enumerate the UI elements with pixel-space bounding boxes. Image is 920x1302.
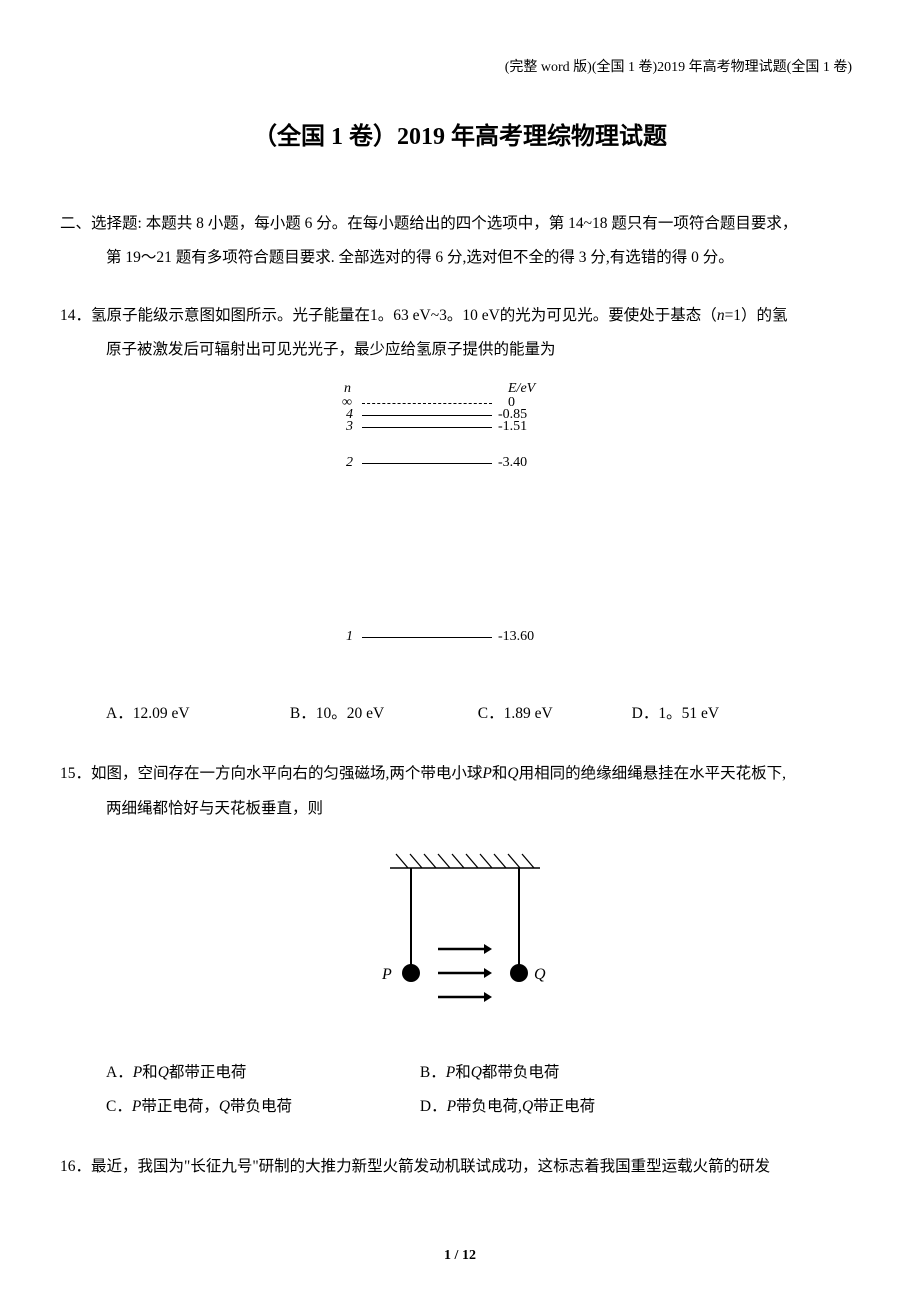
q15c-pre: C． [106, 1098, 132, 1115]
q15a-p: P [133, 1064, 142, 1081]
ball-q [510, 964, 528, 982]
q15d-p: P [447, 1098, 456, 1115]
q14-number: 14． [60, 307, 91, 324]
q15-diagram-wrap: P Q [60, 848, 860, 1028]
question-15: 15．如图，空间存在一方向水平向右的匀强磁场,两个带电小球P和Q用相同的绝缘细绳… [60, 757, 860, 825]
q14-opt-c: C．1.89 eV [478, 697, 628, 731]
page-footer: 1 / 12 [0, 1248, 920, 1264]
q15c-p: P [132, 1098, 141, 1115]
level-n-2: 2 [346, 455, 353, 471]
q15c-mid: 带正电荷， [141, 1098, 219, 1115]
q14-n-var: n [717, 307, 725, 324]
page-sep: / [451, 1248, 462, 1263]
q15-text3: 用相同的绝缘细绳悬挂在水平天花板下, [519, 765, 786, 782]
level-line-4 [362, 415, 492, 416]
q15d-post: 带正电荷 [533, 1098, 595, 1115]
energy-level-diagram: n E/eV ∞ 0 4 -0.85 3 -1.51 2 -3.40 1 -13… [350, 389, 570, 669]
q15b-mid: 和 [455, 1064, 471, 1081]
ball-p [402, 964, 420, 982]
q15d-pre: D． [420, 1098, 447, 1115]
level-n-3: 3 [346, 419, 353, 435]
field-arrow-1-icon [436, 942, 492, 956]
section-intro: 二、选择题: 本题共 8 小题，每小题 6 分。在每小题给出的四个选项中，第 1… [60, 207, 860, 275]
question-14: 14．氢原子能级示意图如图所示。光子能量在1。63 eV~3。10 eV的光为可… [60, 299, 860, 367]
q14-options: A．12.09 eV B．10。20 eV C．1.89 eV D．1。51 e… [60, 697, 860, 731]
q15-text1: 如图，空间存在一方向水平向右的匀强磁场,两个带电小球 [91, 765, 482, 782]
q15b-q: Q [471, 1064, 482, 1081]
level-e-3: -1.51 [498, 419, 527, 435]
q15d-q: Q [522, 1098, 533, 1115]
q15b-p: P [446, 1064, 455, 1081]
page-total: 12 [462, 1248, 476, 1263]
page-current: 1 [444, 1248, 451, 1263]
q15d-mid: 带负电荷, [456, 1098, 522, 1115]
level-line-1 [362, 637, 492, 638]
label-p: P [382, 966, 392, 984]
section-intro-line2: 第 19～21 题有多项符合题目要求. 全部选对的得 6 分,选对但不全的得 3… [60, 241, 860, 275]
q15c-post: 带负电荷 [230, 1098, 292, 1115]
question-16: 16．最近，我国为"长征九号"研制的大推力新型火箭发动机联试成功，这标志着我国重… [60, 1150, 860, 1184]
string-q [518, 868, 520, 966]
q15c-q: Q [219, 1098, 230, 1115]
q14-text1: 氢原子能级示意图如图所示。光子能量在1。63 eV~3。10 eV的光为可见光。… [91, 307, 717, 324]
level-n-1: 1 [346, 629, 353, 645]
field-arrow-3-icon [436, 990, 492, 1004]
q14-opt-b: B．10。20 eV [290, 697, 474, 731]
field-arrow-2-icon [436, 966, 492, 980]
q15b-post: 都带负电荷 [482, 1064, 560, 1081]
section-label: 二、选择题: [60, 215, 142, 232]
level-e-1: -13.60 [498, 629, 534, 645]
q15-opt-c: C．P带正电荷，Q带负电荷 [106, 1090, 416, 1124]
pq-diagram: P Q [360, 848, 560, 1028]
q15a-mid: 和 [142, 1064, 158, 1081]
q15-options: A．P和Q都带正电荷 B．P和Q都带负电荷 C．P带正电荷，Q带负电荷 D．P带… [60, 1056, 860, 1124]
q15-p-var: P [482, 765, 491, 782]
q15a-post: 都带正电荷 [169, 1064, 247, 1081]
q15-q-var: Q [507, 765, 518, 782]
q15-opt-d: D．P带负电荷,Q带正电荷 [420, 1090, 595, 1124]
q15-text2: 和 [492, 765, 508, 782]
label-q: Q [534, 966, 546, 984]
q14-opt-a: A．12.09 eV [106, 697, 286, 731]
q15-opt-a: A．P和Q都带正电荷 [106, 1056, 416, 1090]
q14-diagram-wrap: n E/eV ∞ 0 4 -0.85 3 -1.51 2 -3.40 1 -13… [60, 389, 860, 669]
q16-number: 16． [60, 1158, 91, 1175]
q15-number: 15． [60, 765, 91, 782]
level-line-2 [362, 463, 492, 464]
level-e-2: -3.40 [498, 455, 527, 471]
q14-opt-d: D．1。51 eV [632, 697, 719, 731]
q15a-pre: A． [106, 1064, 133, 1081]
q15-text4: 两细绳都恰好与天花板垂直，则 [60, 792, 860, 826]
q16-text1: 最近，我国为"长征九号"研制的大推力新型火箭发动机联试成功，这标志着我国重型运载… [91, 1158, 770, 1175]
q15b-pre: B． [420, 1064, 446, 1081]
string-p [410, 868, 412, 966]
q15a-q: Q [158, 1064, 169, 1081]
header-note: (完整 word 版)(全国 1 卷)2019 年高考物理试题(全国 1 卷) [60, 56, 860, 76]
section-text: 本题共 8 小题，每小题 6 分。在每小题给出的四个选项中，第 14~18 题只… [142, 215, 798, 232]
level-line-inf [362, 403, 492, 404]
q14-text3: 原子被激发后可辐射出可见光光子，最少应给氢原子提供的能量为 [60, 333, 860, 367]
page-title: （全国 1 卷）2019 年高考理综物理试题 [60, 116, 860, 151]
q15-opt-b: B．P和Q都带负电荷 [420, 1056, 560, 1090]
level-line-3 [362, 427, 492, 428]
q14-text2: =1）的氢 [725, 307, 788, 324]
